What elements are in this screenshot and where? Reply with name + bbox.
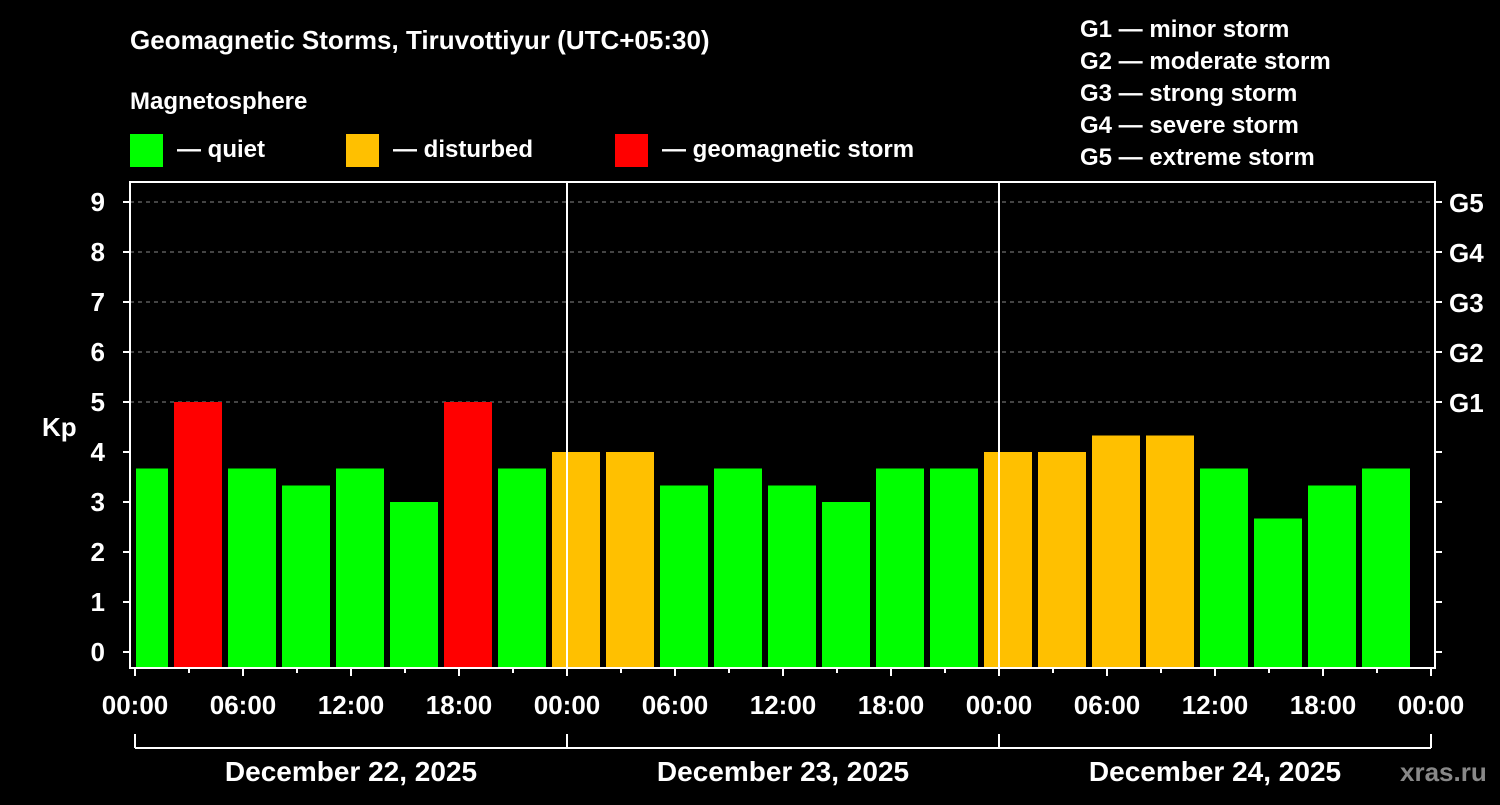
bar [174, 402, 222, 668]
day-label: December 22, 2025 [225, 756, 477, 787]
y-tick-label: 2 [91, 537, 105, 567]
legend-swatch [615, 134, 648, 167]
g-tick-label: G3 [1449, 288, 1484, 318]
g-scale-item: G3 — strong storm [1080, 80, 1297, 107]
y-tick-label: 7 [91, 287, 105, 317]
x-tick-label: 12:00 [318, 690, 385, 720]
bar [228, 468, 276, 668]
x-tick-label: 18:00 [426, 690, 493, 720]
x-tick-label: 00:00 [966, 690, 1033, 720]
g-tick-label: G2 [1449, 338, 1484, 368]
bar [822, 502, 870, 668]
y-tick-label: 6 [91, 337, 105, 367]
y-tick-label: 9 [91, 187, 105, 217]
axes: 0 1 2 3 4 5 6 7 8 9 G1 G2 G3 G4 G5 00:00 06:00 12:00 18:00… [91, 181, 1484, 787]
bar [282, 485, 330, 668]
bar [1092, 435, 1140, 668]
bar [984, 452, 1032, 668]
x-tick-label: 12:00 [1182, 690, 1249, 720]
g-scale-item: G5 — extreme storm [1080, 144, 1315, 171]
bar [930, 468, 978, 668]
bar [1362, 468, 1410, 668]
y-tick-label: 8 [91, 237, 105, 267]
x-tick-label: 06:00 [1074, 690, 1141, 720]
bar [768, 485, 816, 668]
legend-label: — geomagnetic storm [662, 136, 914, 163]
y-tick-label: 3 [91, 487, 105, 517]
legend-label: — quiet [177, 136, 265, 163]
y-tick-label: 1 [91, 587, 105, 617]
day-label: December 23, 2025 [657, 756, 909, 787]
x-tick-label: 18:00 [1290, 690, 1357, 720]
bar [1254, 518, 1302, 668]
bar [660, 485, 708, 668]
bar [714, 468, 762, 668]
g-tick-label: G1 [1449, 388, 1484, 418]
y-tick-label: 5 [91, 387, 105, 417]
legend-label: — disturbed [393, 136, 533, 163]
g-scale-item: G4 — severe storm [1080, 112, 1299, 139]
y-tick-label: 4 [91, 437, 106, 467]
watermark: xras.ru [1400, 757, 1487, 787]
bar [1038, 452, 1086, 668]
bar [876, 468, 924, 668]
x-tick-label: 06:00 [210, 690, 277, 720]
bar [1200, 468, 1248, 668]
x-tick-label: 00:00 [102, 690, 169, 720]
x-tick-label: 06:00 [642, 690, 709, 720]
y-axis-label: Kp [42, 412, 77, 442]
bar [498, 468, 546, 668]
g-tick-label: G5 [1449, 188, 1484, 218]
legend-swatch [130, 134, 163, 167]
x-tick-label: 12:00 [750, 690, 817, 720]
bar [390, 502, 438, 668]
legend-title: Magnetosphere [130, 88, 307, 115]
bar [606, 452, 654, 668]
bar [552, 452, 600, 668]
bar [136, 468, 168, 668]
y-tick-label: 0 [91, 637, 105, 667]
g-scale-legend: G1 — minor storm G2 — moderate storm G3 — … [1080, 16, 1331, 171]
bar [1146, 435, 1194, 668]
g-tick-label: G4 [1449, 238, 1484, 268]
g-scale-item: G2 — moderate storm [1080, 48, 1331, 75]
bar [1308, 485, 1356, 668]
chart-title: Geomagnetic Storms, Tiruvottiyur (UTC+05… [130, 25, 710, 55]
bars [136, 402, 1410, 668]
x-tick-label: 00:00 [1398, 690, 1465, 720]
x-tick-label: 00:00 [534, 690, 601, 720]
bar [336, 468, 384, 668]
grid [130, 201, 1435, 403]
g-scale-item: G1 — minor storm [1080, 16, 1289, 43]
legend-swatch [346, 134, 379, 167]
day-label: December 24, 2025 [1089, 756, 1341, 787]
x-tick-label: 18:00 [858, 690, 925, 720]
bar [444, 402, 492, 668]
legend: — quiet — disturbed — geomagnetic storm [130, 134, 914, 167]
